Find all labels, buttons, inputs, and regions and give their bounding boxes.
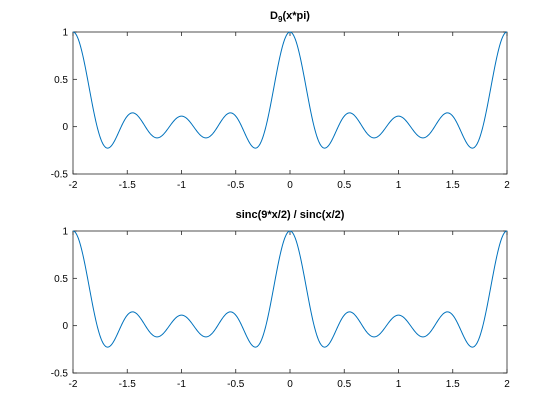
- bottom-xtick-label: -2: [69, 379, 78, 390]
- top-xtick-label: 1: [396, 180, 402, 191]
- bottom-ytick-label: 0: [62, 321, 68, 332]
- top-ytick-label: 0.5: [54, 75, 68, 86]
- top-xtick-label: 0: [287, 180, 293, 191]
- bottom-axes-box: [72, 230, 508, 374]
- top-axes-box: [72, 31, 508, 175]
- top-xtick-label: -0.5: [227, 180, 245, 191]
- bottom-xtick-label: 1.5: [446, 379, 460, 390]
- bottom-ytick-label: -0.5: [51, 369, 69, 380]
- top-title-rest: (x*pi): [282, 10, 310, 22]
- bottom-series-line: [72, 230, 508, 348]
- top-xtick-label: 0.5: [337, 180, 351, 191]
- top-ytick-label: 1: [62, 28, 68, 39]
- top-title-subscript: 9: [278, 15, 283, 24]
- top-subplot: D9(x*pi) -2 -1.5 -1 -0.5 0 0.5 1 1.5 2 -0.5 0 0.5 1: [51, 10, 510, 191]
- bottom-subplot: sinc(9*x/2) / sinc(x/2) -2 -1.5 -1 -0.5 0 0.5…: [51, 209, 510, 390]
- top-ytick-label: -0.5: [51, 170, 69, 181]
- bottom-xtick-label: -1.5: [119, 379, 137, 390]
- top-chart-title: D9(x*pi): [270, 10, 310, 24]
- top-xtick-label: -1.5: [119, 180, 137, 191]
- top-ytick-label: 0: [62, 122, 68, 133]
- top-series-line: [72, 31, 508, 149]
- bottom-ytick-label: 0.5: [54, 274, 68, 285]
- bottom-ticks: -2 -1.5 -1 -0.5 0 0.5 1 1.5 2 -0.5 0 0.5 1: [51, 227, 510, 391]
- bottom-xtick-label: -0.5: [227, 379, 245, 390]
- top-xtick-label: 2: [504, 180, 510, 191]
- bottom-chart-title: sinc(9*x/2) / sinc(x/2): [236, 209, 345, 221]
- top-xtick-label: -2: [69, 180, 78, 191]
- bottom-xtick-label: 0.5: [337, 379, 351, 390]
- top-xtick-label: 1.5: [446, 180, 460, 191]
- top-title-main: D: [270, 10, 278, 22]
- bottom-xtick-label: 0: [287, 379, 293, 390]
- top-ticks: -2 -1.5 -1 -0.5 0 0.5 1 1.5 2 -0.5 0 0.5 1: [51, 28, 510, 192]
- bottom-xtick-label: -1: [177, 379, 186, 390]
- bottom-ytick-label: 1: [62, 227, 68, 238]
- bottom-xtick-label: 1: [396, 379, 402, 390]
- top-xtick-label: -1: [177, 180, 186, 191]
- bottom-xtick-label: 2: [504, 379, 510, 390]
